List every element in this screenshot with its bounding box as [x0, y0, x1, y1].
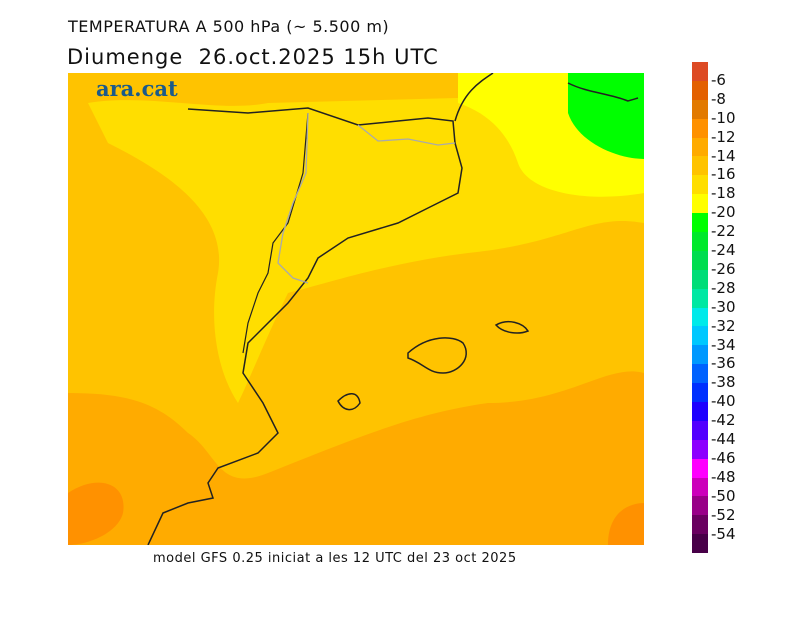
- legend-swatch: [692, 62, 708, 81]
- legend-swatch: [692, 232, 708, 251]
- legend-label: -34: [711, 335, 736, 354]
- legend-swatch: [692, 156, 708, 176]
- legend-label: -28: [711, 278, 736, 297]
- legend-label: -18: [711, 184, 736, 203]
- legend-label: -6: [711, 70, 726, 89]
- legend-swatch: [692, 345, 708, 365]
- legend-swatch: [692, 477, 708, 497]
- legend-swatch: [692, 307, 708, 327]
- legend-label: -40: [711, 392, 736, 411]
- legend-label: -8: [711, 89, 726, 108]
- legend-label: -52: [711, 505, 736, 524]
- legend-swatch: [692, 534, 708, 554]
- legend-label: -42: [711, 411, 736, 430]
- legend-swatch: [692, 99, 708, 119]
- legend-label: -30: [711, 297, 736, 316]
- legend-label: -16: [711, 165, 736, 184]
- legend-swatch: [692, 402, 708, 421]
- legend-label: -54: [711, 524, 736, 543]
- legend-swatch: [692, 250, 708, 270]
- borders: [277, 112, 456, 284]
- legend-swatch: [692, 137, 708, 157]
- legend-label: -26: [711, 259, 736, 278]
- legend-label: -50: [711, 486, 736, 505]
- legend-swatch: [692, 213, 708, 233]
- zone-minus20: [568, 73, 644, 159]
- legend-swatch: [692, 175, 708, 195]
- legend-swatch: [692, 383, 708, 403]
- legend-swatch: [692, 80, 708, 100]
- legend-swatch: [692, 458, 708, 478]
- legend-swatch: [692, 288, 708, 308]
- legend-label: -32: [711, 316, 736, 335]
- legend-label: -46: [711, 448, 736, 467]
- legend-label: -20: [711, 203, 736, 222]
- color-legend: [692, 62, 708, 554]
- legend-swatch: [692, 364, 708, 384]
- legend-label: -36: [711, 354, 736, 373]
- legend-label: -14: [711, 146, 736, 165]
- model-info: model GFS 0.25 iniciat a les 12 UTC del …: [153, 551, 517, 566]
- legend-label: -24: [711, 241, 736, 259]
- legend-swatch: [692, 118, 708, 138]
- legend-label: -22: [711, 222, 736, 241]
- legend-label: -12: [711, 127, 736, 146]
- legend-label: -48: [711, 467, 736, 486]
- legend-swatch: [692, 269, 708, 289]
- zone-minus16: [88, 93, 644, 403]
- legend-label: -10: [711, 108, 736, 127]
- legend-label: -44: [711, 430, 736, 448]
- legend-label: -38: [711, 373, 736, 392]
- temperature-map: [68, 73, 644, 545]
- legend-swatch: [692, 515, 708, 535]
- ara-cat-logo: ara.cat: [96, 76, 178, 101]
- legend-swatch: [692, 496, 708, 516]
- map-date: Diumenge 26.oct.2025 15h UTC: [67, 45, 439, 69]
- legend-swatch: [692, 326, 708, 346]
- legend-swatch: [692, 194, 708, 214]
- legend-swatch: [692, 420, 708, 440]
- map-title: TEMPERATURA A 500 hPa (~ 5.500 m): [68, 17, 390, 36]
- coastline: [147, 73, 639, 545]
- legend-swatch: [692, 439, 708, 459]
